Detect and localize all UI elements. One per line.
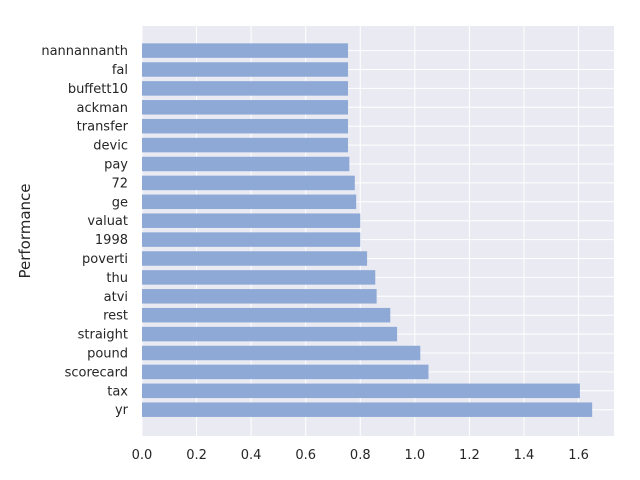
x-tick-label: 0.2: [186, 448, 207, 463]
x-tick-label: 0.6: [295, 448, 316, 463]
bar-atvi: [142, 289, 377, 304]
bar-buffett10: [142, 81, 348, 96]
y-tick-label: pound: [87, 347, 128, 362]
y-tick-label: ackman: [76, 101, 128, 116]
y-tick-label: nannannanth: [41, 44, 128, 59]
y-tick-label: straight: [78, 328, 128, 343]
y-tick-label: yr: [115, 403, 129, 418]
bar-devic: [142, 137, 348, 153]
y-tick-label: atvi: [104, 290, 128, 305]
bar-nannannanth: [142, 43, 348, 58]
x-tick-label: 0.0: [132, 448, 153, 463]
y-tick-label: ge: [112, 195, 128, 210]
bar-ge: [142, 194, 357, 210]
y-tick-label: scorecard: [65, 365, 128, 380]
x-tick-label: 1.0: [404, 448, 425, 463]
bars: [142, 43, 593, 417]
bar-thu: [142, 270, 376, 285]
y-tick-label: rest: [103, 309, 128, 324]
bar-straight: [142, 326, 398, 342]
y-tick-label: tax: [107, 384, 128, 399]
y-tick-label: thu: [106, 271, 128, 286]
y-tick-label: 72: [111, 176, 128, 191]
y-tick-label: valuat: [87, 214, 128, 229]
x-tick-label: 1.2: [459, 448, 480, 463]
bar-pay: [142, 156, 350, 172]
bar-poverti: [142, 251, 368, 266]
x-tick-label: 0.4: [241, 448, 262, 463]
x-tick-labels: 0.0 0.2 0.4 0.6 0.8 1.0 1.2 1.4 1.6: [132, 448, 589, 463]
bar-fal: [142, 62, 348, 77]
y-tick-label: poverti: [82, 252, 128, 267]
y-tick-label: transfer: [77, 120, 129, 135]
bar-scorecard: [142, 364, 429, 380]
bar-1998: [142, 232, 361, 247]
y-tick-label: 1998: [95, 233, 128, 248]
bar-tax: [142, 383, 580, 399]
x-tick-label: 0.8: [350, 448, 371, 463]
bar-rest: [142, 307, 391, 323]
bar-pound: [142, 345, 421, 361]
y-tick-label: pay: [104, 158, 128, 173]
x-tick-label: 1.4: [514, 448, 535, 463]
bar-transfer: [142, 118, 348, 134]
bar-ackman: [142, 100, 348, 115]
x-tick-label: 1.6: [568, 448, 589, 463]
y-tick-label: fal: [112, 63, 128, 78]
bar-valuat: [142, 213, 361, 228]
bar-yr: [142, 402, 593, 417]
y-tick-label: devic: [93, 139, 128, 154]
y-tick-label: buffett10: [68, 82, 128, 97]
y-axis-label: Performance: [16, 183, 34, 278]
y-tick-labels: nannannanth fal buffett10 ackman transfer dev…: [41, 44, 128, 418]
bar-72: [142, 175, 355, 191]
